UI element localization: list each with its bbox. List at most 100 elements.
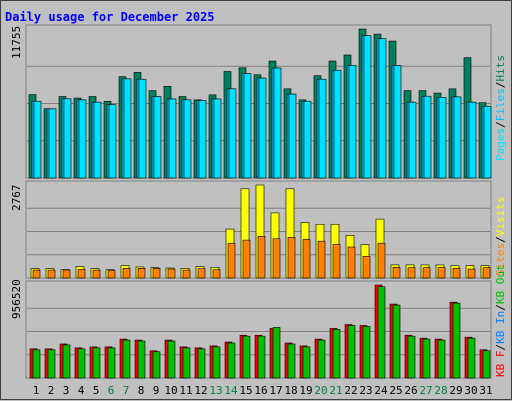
bar-sites-day-3 bbox=[62, 269, 71, 279]
chart-title: Daily usage for December 2025 bbox=[5, 10, 215, 24]
legend-hits: Hits bbox=[494, 55, 507, 82]
x-tick-label-9: 9 bbox=[153, 384, 160, 397]
bar-pages-day-7 bbox=[123, 78, 132, 179]
x-tick-label-7: 7 bbox=[123, 384, 130, 397]
bar-pages-day-26 bbox=[408, 101, 417, 179]
bar-pages-day-2 bbox=[48, 108, 57, 179]
hits-legend: Pages/Files/Hits bbox=[494, 55, 507, 161]
bar-kb-out-day-15 bbox=[242, 335, 251, 379]
bar-sites-day-10 bbox=[167, 268, 176, 279]
bar-pages-day-14 bbox=[228, 88, 237, 179]
bar-pages-day-23 bbox=[363, 35, 372, 179]
legend-sep-4: / bbox=[494, 344, 507, 351]
bar-pages-day-13 bbox=[213, 98, 222, 179]
bar-kb-out-day-18 bbox=[287, 343, 296, 379]
bar-kb-out-day-21 bbox=[332, 329, 341, 379]
bar-sites-day-1 bbox=[32, 269, 41, 279]
bar-kb-out-day-16 bbox=[257, 335, 266, 379]
bar-kb-out-day-7 bbox=[122, 339, 131, 379]
legend-kb-out: KB Out bbox=[494, 264, 507, 304]
x-tick-label-22: 22 bbox=[344, 384, 357, 397]
bar-sites-day-19 bbox=[302, 239, 311, 279]
x-tick-label-24: 24 bbox=[374, 384, 388, 397]
bar-pages-day-25 bbox=[393, 65, 402, 179]
bar-sites-day-22 bbox=[347, 246, 356, 279]
bar-kb-out-day-26 bbox=[407, 335, 416, 379]
bar-kb-out-day-29 bbox=[452, 302, 461, 379]
bar-pages-day-17 bbox=[273, 67, 282, 179]
visits-bars bbox=[30, 184, 491, 279]
x-tick-label-1: 1 bbox=[33, 384, 40, 397]
bar-sites-day-11 bbox=[182, 269, 191, 279]
bar-sites-day-26 bbox=[407, 267, 416, 279]
bar-pages-day-1 bbox=[33, 100, 42, 179]
bar-pages-day-27 bbox=[423, 95, 432, 179]
x-tick-label-2: 2 bbox=[48, 384, 55, 397]
x-tick-label-8: 8 bbox=[138, 384, 145, 397]
bar-pages-day-11 bbox=[183, 99, 192, 179]
hits-panel: 11755 Pages/Files/Hits bbox=[10, 24, 507, 179]
bar-pages-day-18 bbox=[288, 93, 297, 179]
bar-pages-day-24 bbox=[378, 38, 387, 179]
bar-sites-day-30 bbox=[467, 268, 476, 279]
x-tick-label-31: 31 bbox=[479, 384, 492, 397]
bar-pages-day-3 bbox=[63, 98, 72, 179]
bar-pages-day-22 bbox=[348, 65, 357, 179]
bar-sites-day-18 bbox=[287, 237, 296, 279]
bar-kb-out-day-3 bbox=[62, 344, 71, 379]
bar-kb-out-day-6 bbox=[107, 347, 116, 379]
x-tick-label-19: 19 bbox=[299, 384, 312, 397]
x-tick-label-12: 12 bbox=[194, 384, 207, 397]
x-tick-label-18: 18 bbox=[284, 384, 297, 397]
legend-visits: Visits bbox=[494, 197, 507, 237]
bar-kb-out-day-22 bbox=[347, 325, 356, 379]
bar-kb-out-day-1 bbox=[32, 349, 41, 379]
x-tick-label-28: 28 bbox=[434, 384, 447, 397]
legend-sites: Sites bbox=[494, 243, 507, 276]
bar-sites-day-28 bbox=[437, 267, 446, 279]
x-tick-label-16: 16 bbox=[254, 384, 267, 397]
bar-pages-day-9 bbox=[153, 96, 162, 179]
x-tick-label-10: 10 bbox=[164, 384, 177, 397]
bar-kb-out-day-25 bbox=[392, 304, 401, 379]
bar-sites-day-2 bbox=[47, 269, 56, 279]
legend-kb-f: KB F bbox=[494, 351, 507, 378]
bar-sites-day-5 bbox=[92, 269, 101, 279]
bar-kb-out-day-19 bbox=[302, 346, 311, 379]
bar-sites-day-20 bbox=[317, 240, 326, 279]
bar-pages-day-30 bbox=[468, 101, 477, 179]
kb-panel: 956520 KB F/KB In/KB Out bbox=[10, 264, 507, 379]
bar-sites-day-6 bbox=[107, 270, 116, 279]
x-tick-label-23: 23 bbox=[359, 384, 372, 397]
kb-legend: KB F/KB In/KB Out bbox=[494, 264, 507, 377]
bar-kb-out-day-27 bbox=[422, 338, 431, 379]
x-tick-label-17: 17 bbox=[269, 384, 282, 397]
x-tick-label-29: 29 bbox=[449, 384, 462, 397]
bar-pages-day-12 bbox=[198, 100, 207, 179]
bar-kb-out-day-14 bbox=[227, 342, 236, 379]
bar-sites-day-12 bbox=[197, 268, 206, 279]
bar-kb-out-day-11 bbox=[182, 347, 191, 379]
bar-sites-day-7 bbox=[122, 268, 131, 279]
x-tick-label-4: 4 bbox=[78, 384, 85, 397]
bar-sites-day-25 bbox=[392, 267, 401, 279]
visits-y-max-label: 2767 bbox=[10, 185, 23, 212]
hits-y-max-label: 11755 bbox=[10, 26, 23, 59]
legend-sep-5: / bbox=[494, 304, 507, 311]
bar-pages-day-6 bbox=[108, 104, 117, 179]
bar-sites-day-24 bbox=[377, 242, 386, 279]
bar-sites-day-23 bbox=[362, 256, 371, 279]
bar-kb-out-day-28 bbox=[437, 339, 446, 379]
bar-kb-out-day-2 bbox=[47, 349, 56, 379]
x-tick-label-25: 25 bbox=[389, 384, 402, 397]
x-tick-label-20: 20 bbox=[314, 384, 327, 397]
bar-kb-out-day-9 bbox=[152, 351, 161, 379]
x-axis-day-labels: 1 2 3 4 5 6 7 8 9 10 11 12 13 14 15 16 17 18 19 20 21 22 23 24 2… bbox=[33, 384, 493, 397]
bar-sites-day-27 bbox=[422, 267, 431, 279]
bar-pages-day-29 bbox=[453, 96, 462, 179]
kb-bars bbox=[29, 284, 491, 379]
bar-kb-out-day-30 bbox=[467, 337, 476, 379]
bar-sites-day-29 bbox=[452, 268, 461, 279]
bar-kb-out-day-5 bbox=[92, 347, 101, 379]
